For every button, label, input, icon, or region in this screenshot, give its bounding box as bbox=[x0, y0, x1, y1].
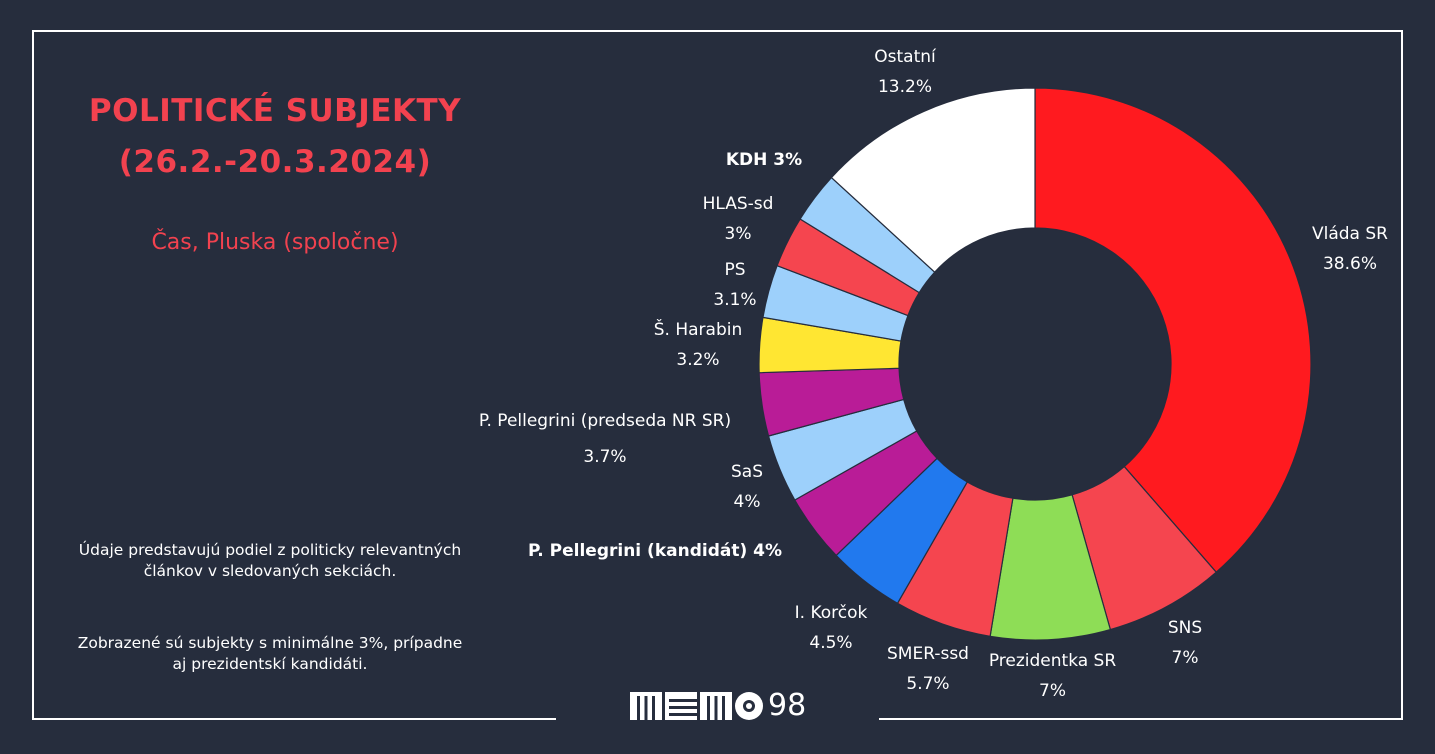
label-name-value: P. Pellegrini (kandidát) 4% bbox=[528, 541, 782, 561]
logo-number: 98 bbox=[768, 688, 807, 723]
label-value: 38.6% bbox=[1322, 254, 1377, 274]
label-name: SMER-ssd bbox=[887, 644, 969, 664]
frame-bottom-left bbox=[32, 718, 556, 720]
label-name: SaS bbox=[731, 462, 763, 482]
label-vlada-sr: Vláda SR 38.6% bbox=[1290, 219, 1410, 279]
label-sns: SNS 7% bbox=[1145, 613, 1225, 673]
frame-bottom-right bbox=[879, 718, 1403, 720]
frame-left bbox=[32, 30, 34, 720]
title-line1: POLITICKÉ SUBJEKTY bbox=[88, 93, 462, 129]
chart-title: POLITICKÉ SUBJEKTY (26.2.-20.3.2024) bbox=[60, 86, 490, 188]
label-name: Prezidentka SR bbox=[988, 651, 1117, 671]
label-name: KDH bbox=[725, 150, 768, 170]
label-value: 4.5% bbox=[809, 633, 853, 653]
label-value: 3.2% bbox=[676, 350, 720, 370]
title-line2: (26.2.-20.3.2024) bbox=[118, 144, 432, 180]
label-name: Ostatní bbox=[874, 47, 936, 67]
chart-subtitle: Čas, Pluska (spoločne) bbox=[151, 230, 399, 255]
note-threshold: Zobrazené sú subjekty s minimálne 3%, pr… bbox=[77, 634, 463, 673]
label-value: 7% bbox=[1171, 648, 1199, 668]
memo98-logo: 98 bbox=[630, 690, 806, 722]
label-pellegrini-kandidat: P. Pellegrini (kandidát) 4% bbox=[515, 536, 795, 566]
label-name: Š. Harabin bbox=[653, 320, 743, 340]
label-ps: PS 3.1% bbox=[700, 255, 770, 315]
label-kdh: KDH 3% bbox=[718, 145, 810, 175]
label-name: P. Pellegrini (kandidát) bbox=[527, 541, 748, 561]
label-value: 3.7% bbox=[583, 447, 627, 467]
label-name: P. Pellegrini (predseda NR SR) bbox=[478, 411, 732, 431]
label-name: SNS bbox=[1167, 618, 1203, 638]
frame-top bbox=[32, 30, 1403, 32]
frame-right bbox=[1401, 30, 1403, 720]
label-value: 3% bbox=[773, 150, 803, 170]
label-value: 3.1% bbox=[713, 290, 757, 310]
label-name: I. Korčok bbox=[794, 603, 868, 623]
slice-ostatn bbox=[830, 87, 1036, 274]
label-value: 13.2% bbox=[877, 77, 932, 97]
slice-vl-da-sr bbox=[1034, 87, 1312, 574]
label-prezidentka-sr: Prezidentka SR 7% bbox=[970, 646, 1135, 706]
label-ostatni: Ostatní 13.2% bbox=[852, 42, 958, 102]
label-sas: SaS 4% bbox=[707, 457, 787, 517]
label-name-value: KDH 3% bbox=[726, 150, 802, 170]
label-value: 3% bbox=[724, 224, 752, 244]
label-korcok: I. Korčok 4.5% bbox=[775, 598, 887, 658]
label-value: 4% bbox=[733, 492, 761, 512]
label-harabin: Š. Harabin 3.2% bbox=[630, 315, 766, 375]
label-smer-ssd: SMER-ssd 5.7% bbox=[872, 639, 984, 699]
label-value: 5.7% bbox=[906, 674, 950, 694]
memo-logo-icon bbox=[630, 692, 763, 720]
note-methodology: Údaje predstavujú podiel z politicky rel… bbox=[78, 541, 462, 580]
label-name: Vláda SR bbox=[1312, 224, 1388, 244]
label-pellegrini-predseda: P. Pellegrini (predseda NR SR) 3.7% bbox=[455, 403, 755, 475]
label-value: 7% bbox=[1039, 681, 1066, 701]
label-value: 4% bbox=[753, 541, 783, 561]
label-name: PS bbox=[724, 260, 746, 280]
label-hlas-sd: HLAS-sd 3% bbox=[688, 189, 788, 249]
label-name: HLAS-sd bbox=[702, 194, 774, 214]
